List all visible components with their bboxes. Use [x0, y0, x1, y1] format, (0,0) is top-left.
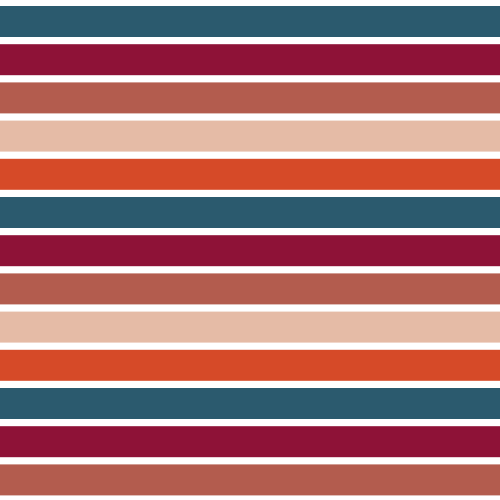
stripe — [0, 120, 500, 152]
stripe — [0, 388, 500, 419]
stripe — [0, 44, 500, 76]
stripe — [0, 82, 500, 114]
stripe — [0, 426, 500, 458]
stripe — [0, 235, 500, 267]
stripe — [0, 197, 500, 228]
stripe — [0, 349, 500, 381]
stripe — [0, 273, 500, 305]
stripe — [0, 6, 500, 37]
stripe — [0, 311, 500, 343]
stripe — [0, 158, 500, 190]
stripe — [0, 464, 500, 496]
